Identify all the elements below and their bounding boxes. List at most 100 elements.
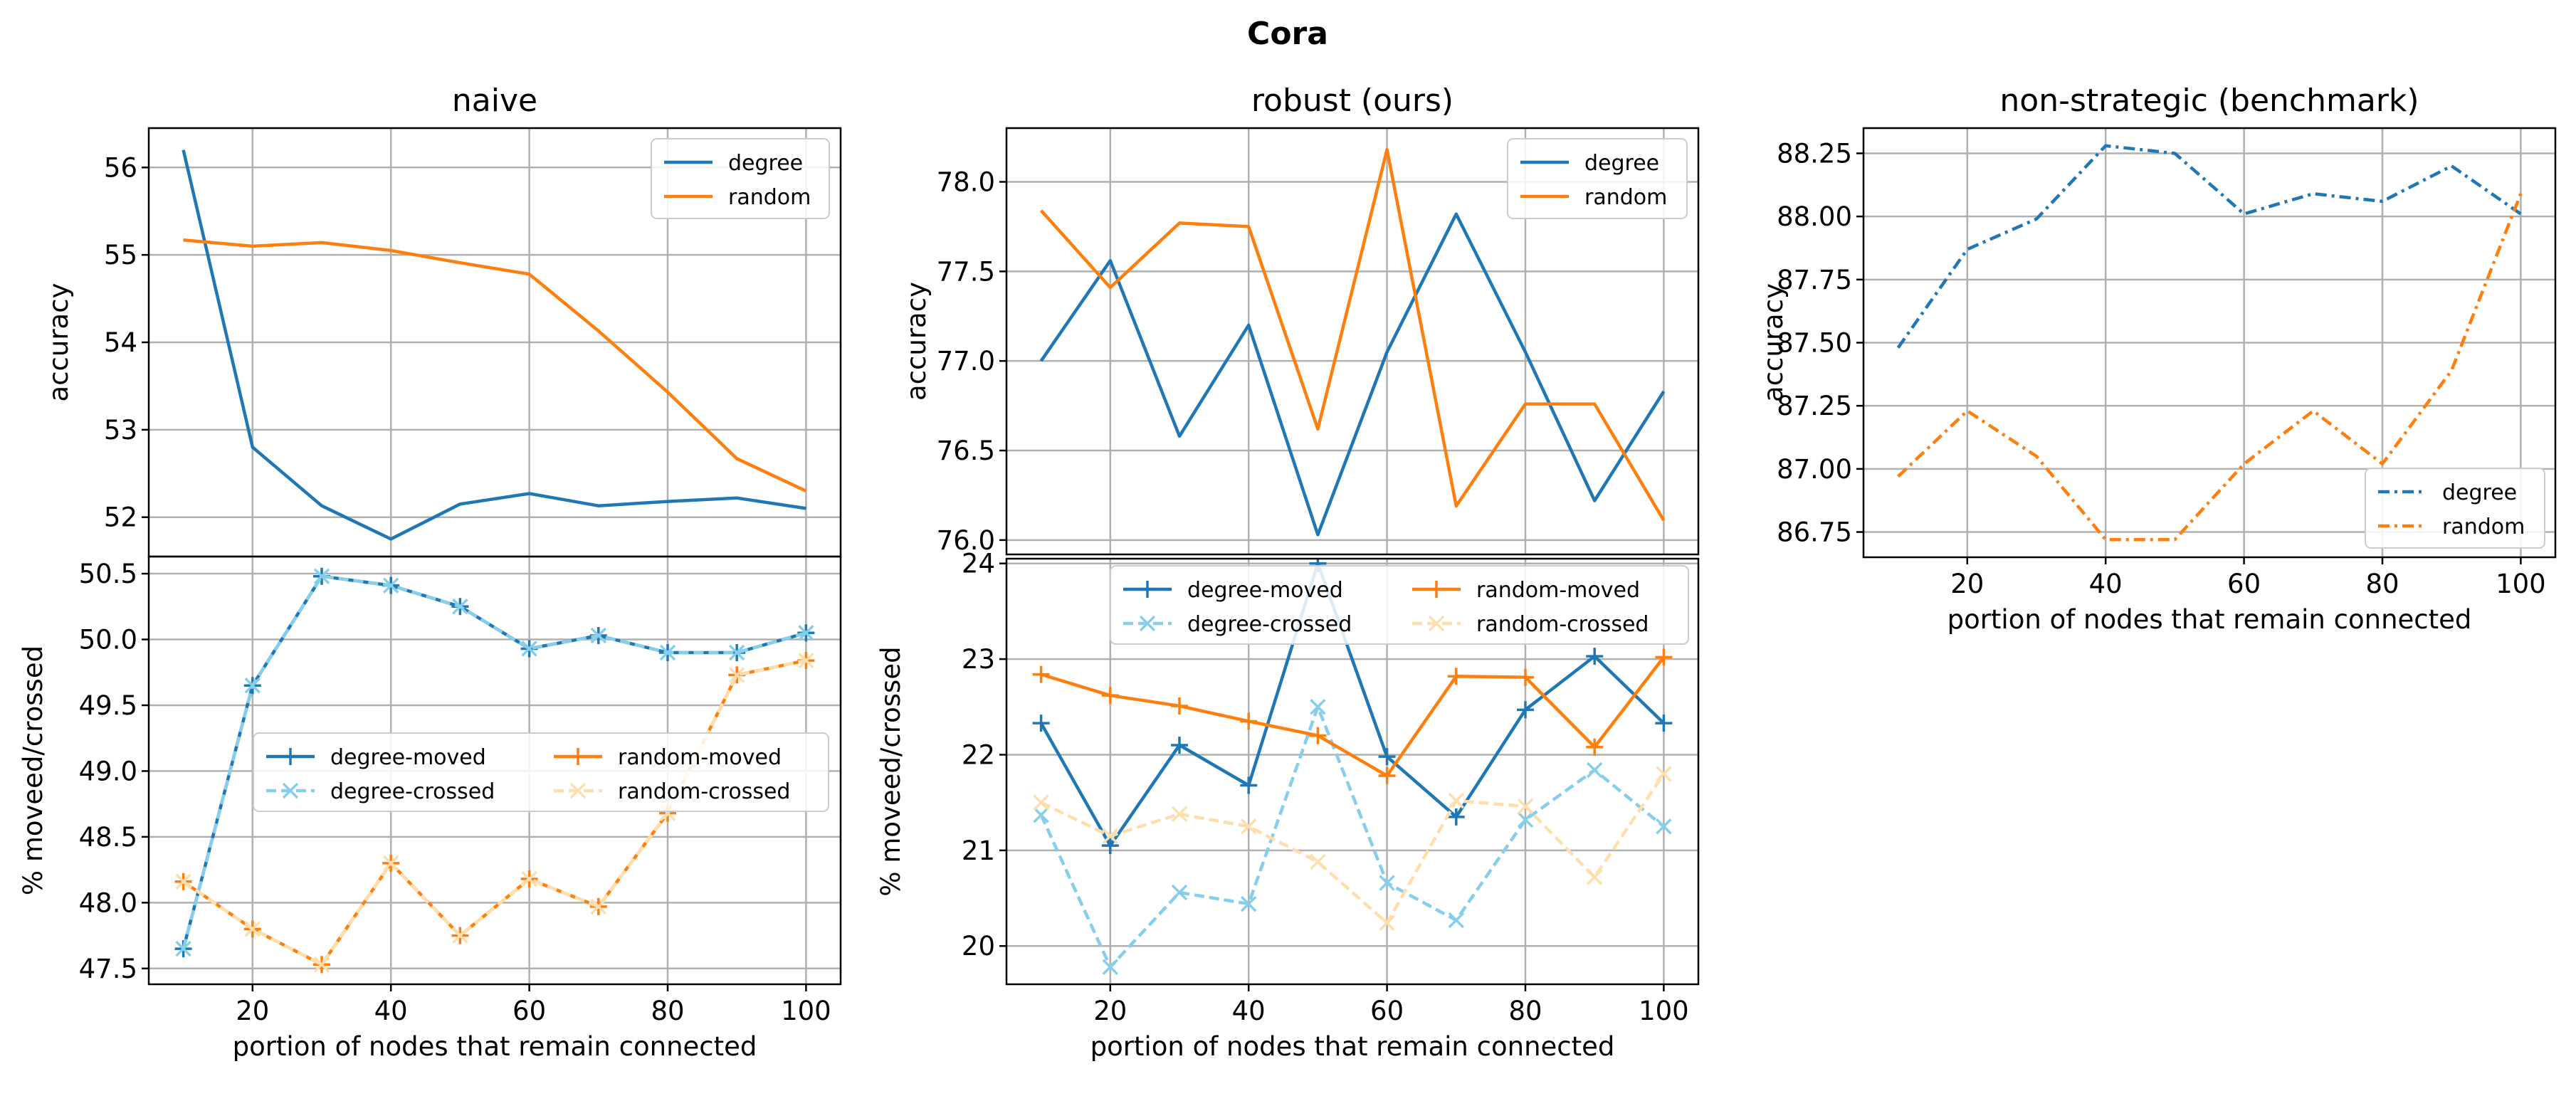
y-tick-label: 87.75 <box>1777 265 1852 295</box>
marker-degree-crossed <box>659 644 676 661</box>
series-line-degree-crossed <box>1039 705 1665 969</box>
y-axis-label: accuracy <box>901 282 932 401</box>
legend: degree-moved degree-crossed random-moved ra… <box>1110 565 1689 645</box>
marker-degree-moved <box>1517 701 1534 719</box>
legend-marker-degree-moved <box>282 748 299 765</box>
marker-degree-crossed <box>1102 959 1119 976</box>
marker-random-crossed <box>382 855 399 872</box>
marker-degree-crossed <box>175 940 191 957</box>
y-axis-label: accuracy <box>43 283 74 402</box>
marker-random-moved <box>1309 727 1327 744</box>
marker-degree-crossed <box>382 577 399 594</box>
series-line-degree <box>182 149 806 541</box>
legend: degree random <box>1507 138 1688 219</box>
marker-degree-crossed <box>521 641 537 657</box>
legend-frame <box>651 138 830 219</box>
marker-degree-crossed <box>1171 884 1188 901</box>
marker-degree-moved <box>1240 776 1258 794</box>
marker-degree-moved <box>1171 737 1188 754</box>
marker-random-crossed <box>1656 766 1672 782</box>
marker-degree-moved <box>1655 715 1673 732</box>
y-tick-label: 50.0 <box>79 625 137 655</box>
marker-random-moved <box>1101 687 1119 705</box>
marker-random-crossed <box>1033 794 1049 811</box>
legend-label-random-crossed: random-crossed <box>618 779 790 804</box>
legend-frame <box>1507 138 1688 219</box>
marker-degree-crossed <box>728 644 745 661</box>
x-tick-label: 80 <box>651 996 684 1026</box>
y-tick-label: 87.50 <box>1777 328 1852 359</box>
marker-random-crossed <box>1586 869 1603 885</box>
marker-random-crossed <box>1379 915 1395 932</box>
legend-label-degree-moved: degree-moved <box>330 745 486 770</box>
x-tick-label: 20 <box>1093 996 1127 1026</box>
legend-marker-degree-moved <box>1139 581 1156 598</box>
legend-label-degree: degree <box>728 151 803 176</box>
x-axis-label: portion of nodes that remain connected <box>1947 604 2472 635</box>
series-line-random-moved <box>1040 656 1666 778</box>
marker-random-crossed <box>452 927 468 944</box>
series-layer <box>1039 147 1666 537</box>
axes-naive-bottom: 47.5 48.0 48.5 49.0 49.5 50.0 50.5 20 40 60 80 100 p… <box>18 555 842 1062</box>
series-line-degree <box>1039 212 1666 537</box>
axes-title: naive <box>452 83 537 119</box>
legend-marker-degree-crossed <box>282 782 299 799</box>
y-tick-label: 77.5 <box>937 256 995 287</box>
y-tick-label: 47.5 <box>79 954 137 984</box>
y-tick-label: 50.5 <box>79 559 137 589</box>
marker-random-crossed <box>244 921 261 937</box>
marker-random-moved <box>1032 665 1050 683</box>
axes-frame <box>1005 127 1700 556</box>
legend-label-random: random <box>2442 515 2525 539</box>
series-layer <box>1032 559 1673 976</box>
marker-degree-moved <box>1032 715 1050 732</box>
marker-degree-crossed <box>1656 818 1672 835</box>
y-tick-label: 76.5 <box>937 436 995 466</box>
y-tick-label: 49.5 <box>79 690 137 721</box>
y-tick-label: 87.00 <box>1777 454 1852 485</box>
series-layer <box>1896 144 2523 542</box>
axes-title: non-strategic (benchmark) <box>1999 83 2419 119</box>
y-tick-label: 53 <box>104 415 137 446</box>
marker-degree-crossed <box>244 677 261 694</box>
y-tick-label: 78.0 <box>937 167 995 198</box>
marker-random-moved <box>1240 712 1258 730</box>
plots-layer: 5253545556naiveaccuracydegreerandom47.54… <box>18 83 2557 1062</box>
series-line-random <box>183 238 807 492</box>
axes-naive-top: 52 53 54 55 56 naive accuracy degree random <box>43 83 842 558</box>
legend-marker-random-moved <box>1428 581 1445 598</box>
series-line-degree <box>1896 144 2522 349</box>
x-axis-label: portion of nodes that remain connected <box>1090 1031 1615 1062</box>
series-line-random <box>1039 147 1666 522</box>
y-tick-label: 48.0 <box>79 887 137 918</box>
x-tick-label: 40 <box>374 996 408 1026</box>
x-tick-label: 60 <box>512 996 546 1026</box>
y-tick-label: 54 <box>104 327 137 358</box>
marker-random-crossed <box>1448 792 1465 809</box>
x-tick-label: 20 <box>1950 569 1984 599</box>
marker-degree-crossed <box>1517 811 1534 828</box>
legend-label-random-crossed: random-crossed <box>1476 612 1649 637</box>
marker-random-moved <box>1171 697 1188 715</box>
x-tick-label: 20 <box>236 996 269 1026</box>
legend-label-degree-crossed: degree-crossed <box>1187 612 1352 637</box>
legend-label-degree: degree <box>2442 480 2517 505</box>
y-tick-label: 87.25 <box>1777 391 1852 421</box>
marker-degree-moved <box>1586 648 1604 665</box>
legend-frame <box>1110 565 1689 645</box>
marker-degree-crossed <box>1033 806 1049 823</box>
y-tick-label: 23 <box>962 644 995 675</box>
axes-robust-top: 76.0 76.5 77.0 77.5 78.0 robust (ours) accurac… <box>901 83 1700 556</box>
marker-random-crossed <box>798 652 814 669</box>
marker-random-moved <box>1378 767 1396 785</box>
axes-robust-bottom: 20 21 22 23 24 20 40 60 80 100 portion of nodes th… <box>876 549 1700 1062</box>
y-tick-label: 55 <box>104 240 137 270</box>
marker-random-moved <box>1517 668 1534 686</box>
x-tick-label: 40 <box>2089 569 2123 599</box>
marker-degree-crossed <box>452 599 468 615</box>
y-tick-label: 86.75 <box>1777 517 1852 548</box>
marker-random-moved <box>1586 738 1604 756</box>
series-layer <box>182 149 807 541</box>
